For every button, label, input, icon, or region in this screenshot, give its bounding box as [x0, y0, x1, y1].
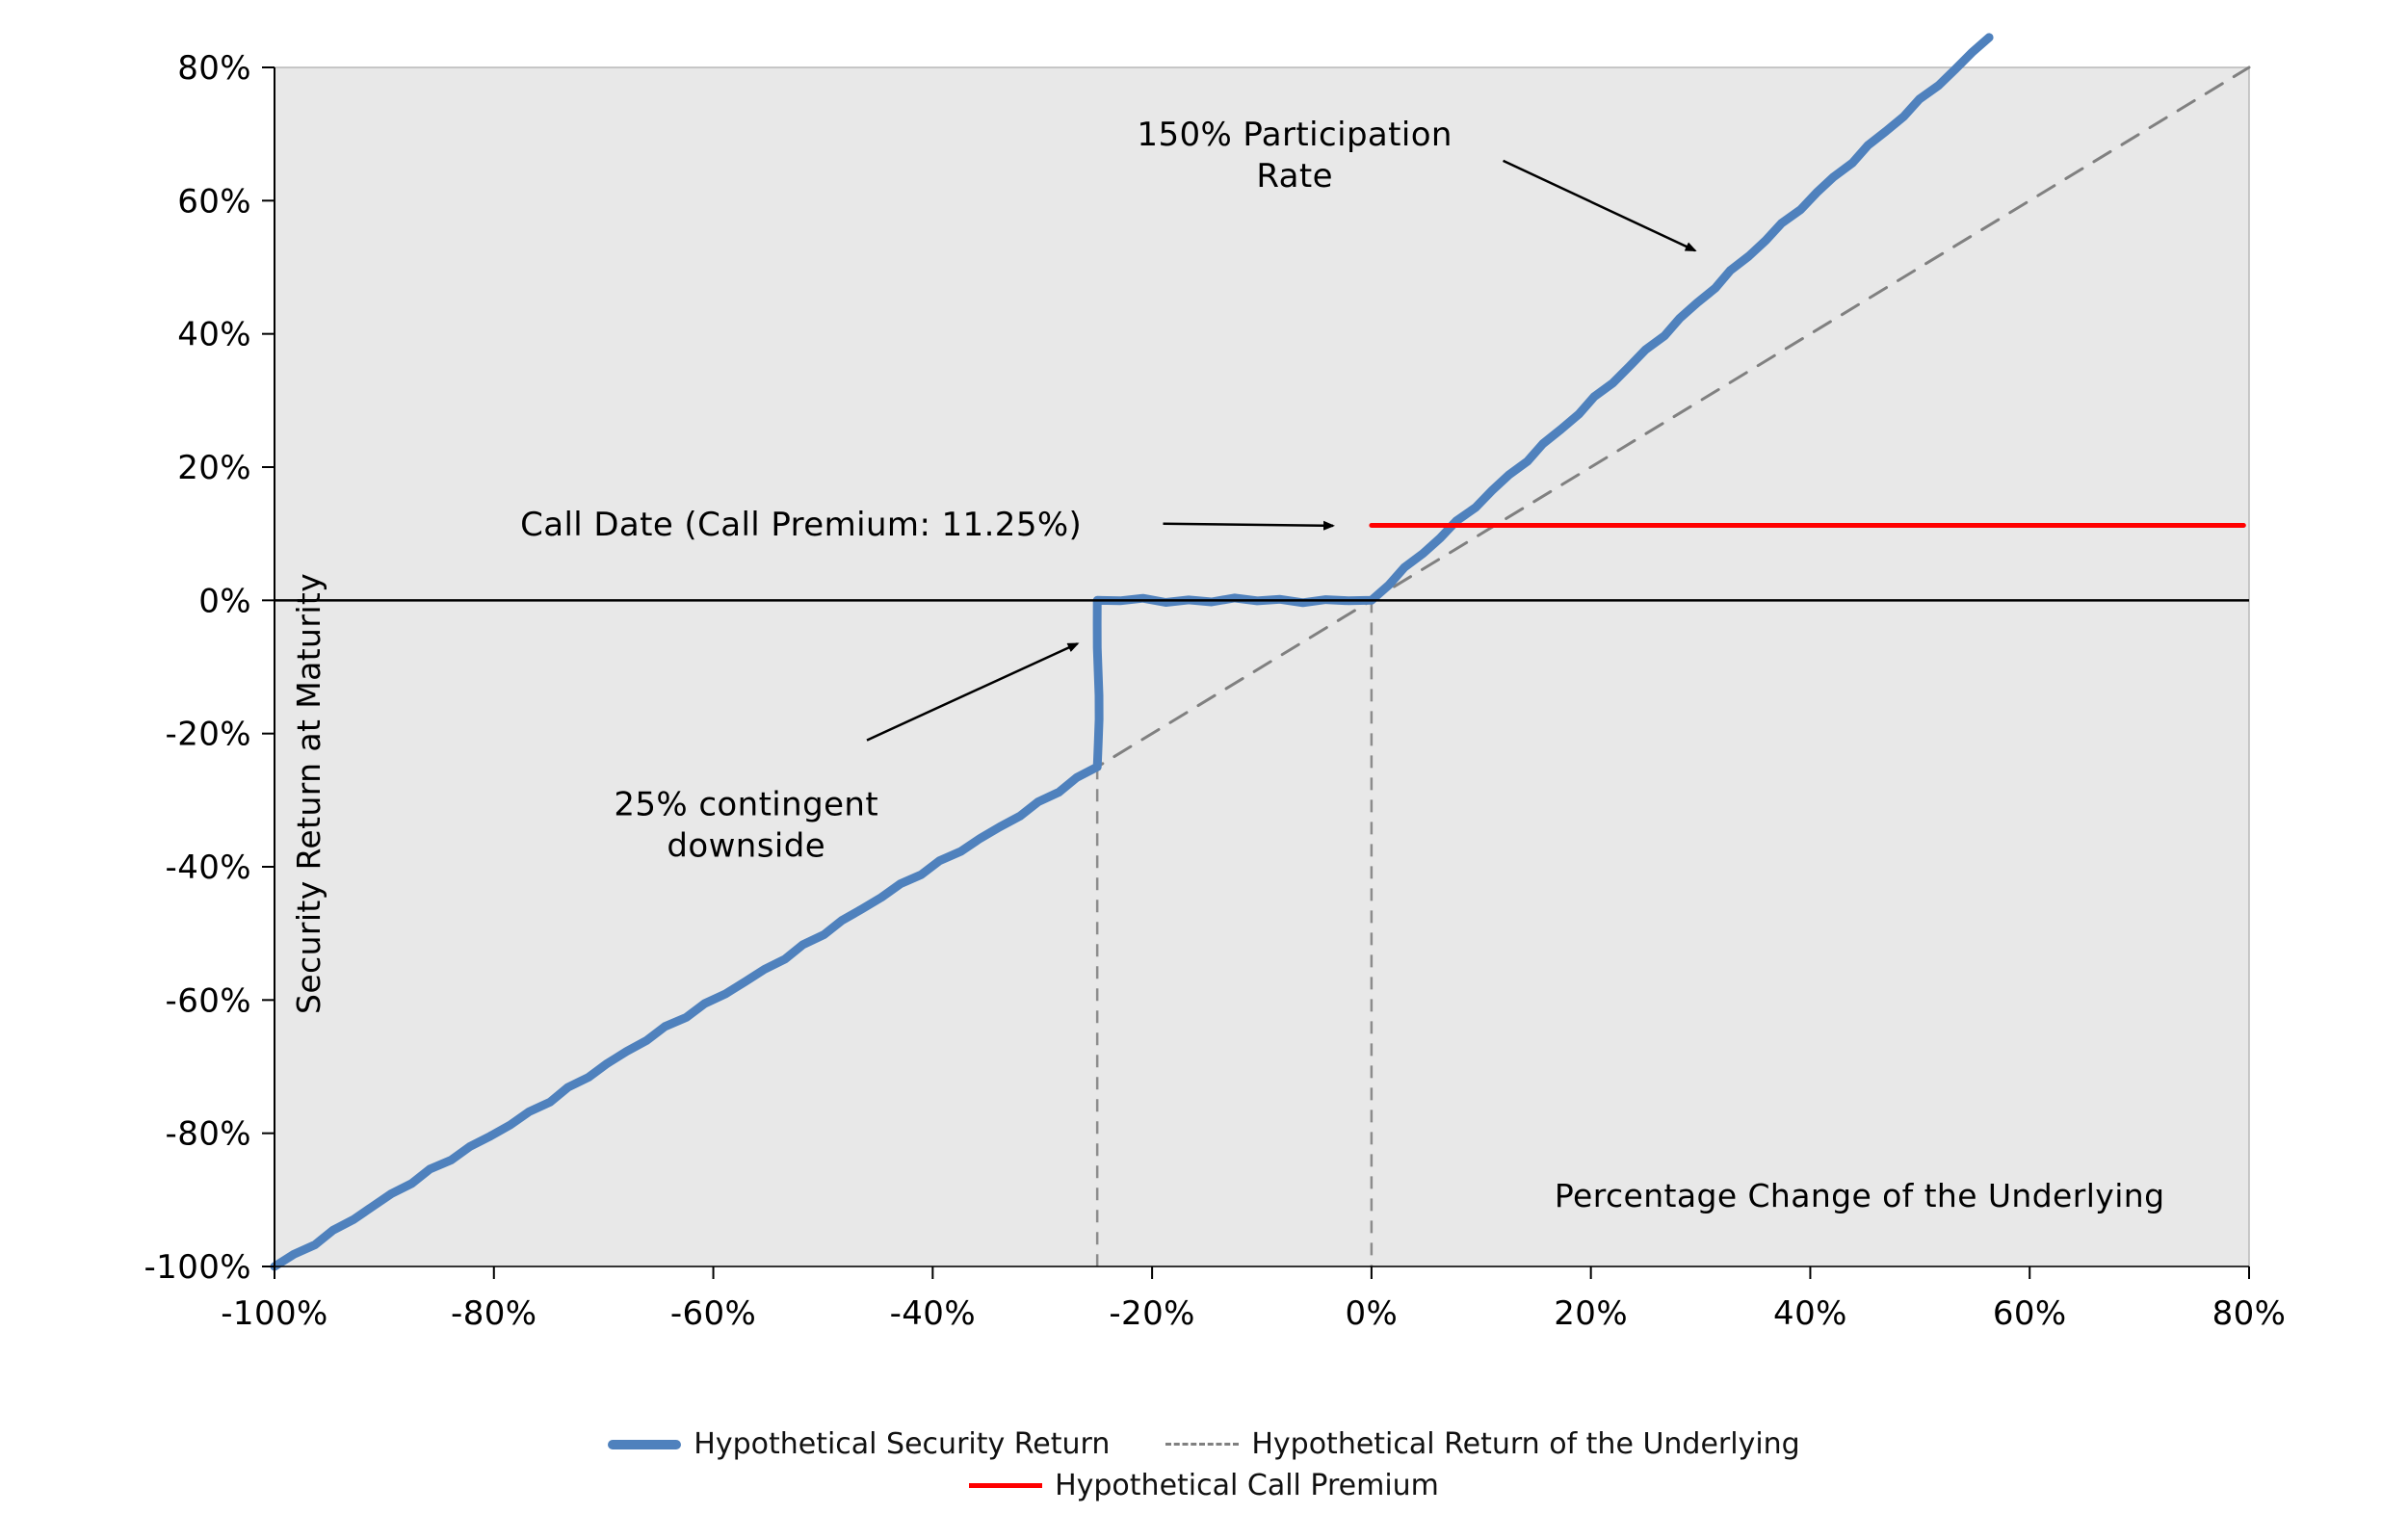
y-tick-label: 40%: [177, 316, 251, 354]
annotation-call-date: Call Date (Call Premium: 11.25%): [520, 506, 1082, 544]
x-tick-label: 20%: [1554, 1294, 1628, 1333]
y-tick-label: -40%: [166, 848, 251, 887]
y-tick-label: 20%: [177, 449, 251, 487]
x-tick-label: 60%: [1993, 1294, 2067, 1333]
payoff-chart: -100% -80% -60% -40% -20% 0% 20% 40% 60% 80% 80% 60…: [144, 33, 2287, 1333]
annotation-participation-rate: 150% Participation Rate: [1137, 116, 1452, 196]
annotation-arrow-contingent-downside: [866, 642, 1080, 742]
y-axis-title: Security Return at Maturity: [290, 573, 327, 1014]
series-underlying-return: [273, 65, 2251, 1268]
y-tick-label: -100%: [144, 1248, 251, 1287]
y-tick-label: -80%: [166, 1115, 251, 1154]
annotation-arrow-call-date: [1163, 520, 1336, 531]
x-tick-label: -60%: [670, 1294, 756, 1333]
legend-sample-underlying-dashed-line: [1165, 1443, 1240, 1446]
x-axis-title: Percentage Change of the Underlying: [1555, 1177, 2165, 1214]
series-security-return: [270, 33, 1994, 1271]
legend-label-call-premium: Hypothetical Call Premium: [1055, 1469, 1439, 1502]
legend-label-security-return: Hypothetical Security Return: [694, 1427, 1111, 1461]
x-tick-label: 80%: [2212, 1294, 2287, 1333]
legend-entry-security-return: Hypothetical Security Return: [608, 1427, 1110, 1461]
x-tick-label: 40%: [1773, 1294, 1847, 1333]
legend-entry-underlying-return: Hypothetical Return of the Underlying: [1165, 1427, 1800, 1461]
x-tick-label: 0%: [1346, 1294, 1399, 1333]
x-tick-label: -40%: [890, 1294, 976, 1333]
legend-entry-call-premium: Hypothetical Call Premium: [969, 1469, 1439, 1502]
annotation-contingent-downside: 25% contingent downside: [614, 785, 878, 865]
legend-row-2: Hypothetical Call Premium: [969, 1469, 1439, 1502]
legend-sample-call-premium-line: [969, 1483, 1043, 1488]
legend-sample-security-return-line: [608, 1439, 682, 1449]
annotation-arrow-participation-rate: [1503, 159, 1697, 252]
legend-row-1: Hypothetical Security Return Hypothetica…: [608, 1427, 1800, 1461]
y-tick-label: 80%: [177, 49, 251, 88]
chart-legend: Hypothetical Security Return Hypothetica…: [0, 1427, 2408, 1502]
y-tick-label: 60%: [177, 182, 251, 221]
y-tick-label: -20%: [166, 716, 251, 754]
y-tick-label: 0%: [198, 582, 251, 620]
y-tick-label: -60%: [166, 981, 251, 1020]
legend-label-underlying-return: Hypothetical Return of the Underlying: [1251, 1427, 1800, 1461]
x-tick-label: -100%: [221, 1294, 327, 1333]
x-tick-label: -80%: [451, 1294, 537, 1333]
x-tick-label: -20%: [1109, 1294, 1194, 1333]
